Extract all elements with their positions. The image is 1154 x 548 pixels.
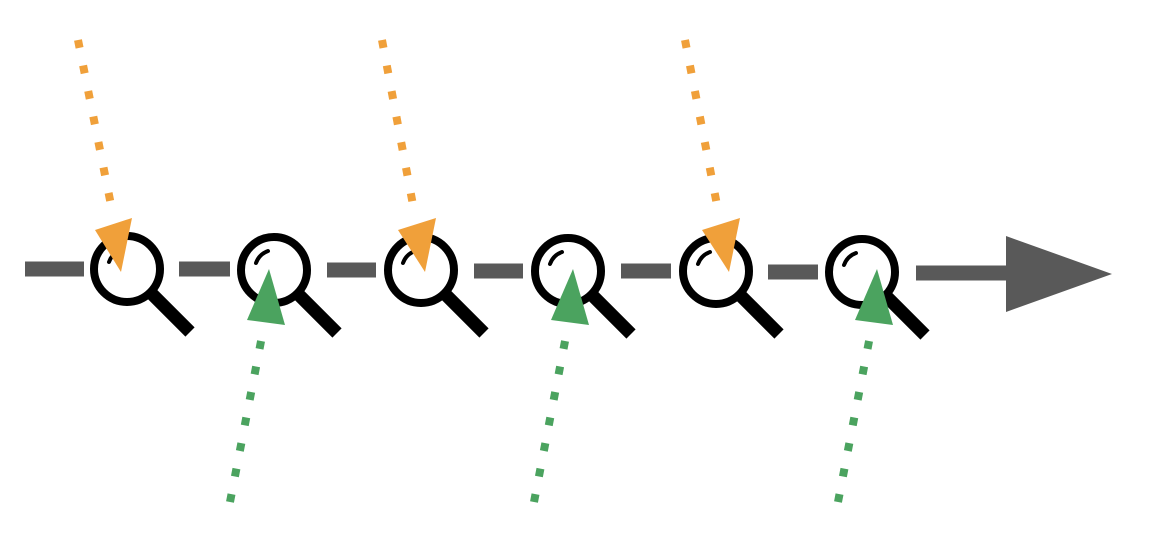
orange-incoming-arrow	[378, 39, 436, 272]
orange-incoming-arrow	[681, 39, 740, 272]
incoming-arrows-from-below	[226, 269, 893, 503]
timeline	[25, 236, 1112, 312]
orange-incoming-arrow	[74, 39, 132, 272]
magnifier-icon	[384, 233, 489, 338]
magnifier-icon	[237, 233, 342, 338]
incoming-arrows-from-above	[74, 39, 740, 272]
green-incoming-arrow	[226, 269, 285, 503]
green-incoming-arrow	[834, 269, 893, 503]
timeline-arrowhead	[1006, 236, 1112, 312]
magnifier-icon	[531, 234, 636, 339]
green-incoming-arrow	[530, 269, 589, 503]
magnifiers	[90, 232, 930, 340]
